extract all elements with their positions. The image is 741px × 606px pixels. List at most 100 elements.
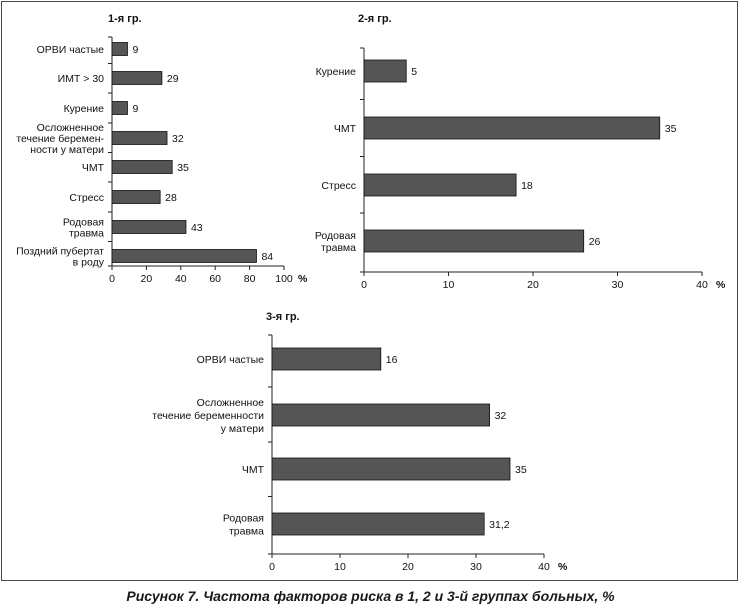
bar [271,512,485,536]
category-label: ОРВИ частые [37,44,105,56]
x-tick-label: 30 [612,279,624,291]
category-label-line: ЧМТ [242,464,265,476]
chart-group-2: 2-я гр. 0 10 20 30 40 % 5 Курение 35 ЧМТ 18 Стресс 26… [315,13,726,291]
category-label-line: ЧМТ [82,162,105,174]
bar [271,403,491,427]
category-label-line: течение беременности [152,410,264,422]
category-label: Стресс [321,180,356,192]
data-label: 26 [589,236,601,248]
category-label: ИМТ > 30 [58,73,105,85]
data-label: 9 [132,103,138,115]
category-label-line: ЧМТ [334,123,357,135]
x-tick-label: 10 [334,561,346,573]
category-label-line: Курение [64,103,105,115]
data-label: 32 [495,410,507,422]
category-label-line: травма [229,526,264,538]
data-label: 35 [515,464,527,476]
data-label: 43 [191,222,203,234]
category-label: Курение [64,103,105,115]
data-label: 32 [172,133,184,145]
x-tick-label: 20 [527,279,539,291]
data-label: 16 [386,354,398,366]
data-label: 28 [165,192,177,204]
category-label: Родовая травма [223,513,264,538]
category-label-line: ОРВИ частые [197,354,265,366]
category-label: ЧМТ [82,162,105,174]
x-tick-label: 40 [175,273,187,285]
data-label: 35 [665,123,677,135]
category-label-line: Стресс [69,192,104,204]
category-label-line: травма [321,242,356,254]
x-tick-label: 40 [696,279,708,291]
category-label-line: Родовая [63,217,104,229]
bar [111,249,257,263]
x-tick-label: 60 [209,273,221,285]
x-tick-label: 10 [443,279,455,291]
category-label-line: в роду [73,257,105,269]
data-label: 9 [132,44,138,56]
category-label: Осложненное течение беременности у матери [152,397,264,435]
bar [271,457,511,481]
bar [363,59,407,83]
category-label-line: Осложненное [197,397,264,409]
chart-group-3: 3-я гр. 0 10 20 30 40 % 16 ОРВИ частые 32 Осложнен… [152,311,568,573]
category-label: Родовая травма [315,230,356,254]
x-tick-label: 40 [538,561,550,573]
figure-frame: 1-я гр. 0 20 40 60 80 100% 9 ОРВИ частые 29 ИМТ > … [1,1,738,581]
bar [111,160,173,174]
category-label: Стресс [69,192,104,204]
data-label: 5 [411,66,417,78]
chart-group-1: 1-я гр. 0 20 40 60 80 100 % 9 ОРВИ частые 29 ИМТ > … [16,13,308,285]
bar [111,71,163,85]
x-tick-label: 30 [470,561,482,573]
data-label: 29 [167,73,179,85]
category-label: ЧМТ [242,464,265,476]
category-label-line: течение беремен- [16,133,104,145]
category-label-line: травма [69,228,104,240]
bar [111,190,161,204]
chart-title: 1-я гр. [108,13,142,25]
x-tick-label: 80 [244,273,256,285]
category-label-line: ИМТ > 30 [58,73,105,85]
bar [111,220,187,234]
category-label-line: Поздний пубертат [16,246,104,258]
category-label-line: Родовая [315,230,356,242]
data-label: 35 [177,162,189,174]
category-label: ОРВИ частые [197,354,265,366]
category-label: Поздний пубертат в роду [16,246,105,269]
bar [363,173,517,197]
category-label-line: Родовая [223,513,264,525]
x-axis-unit: % [298,273,308,285]
category-label: ЧМТ [334,123,357,135]
x-tick-label: 0 [361,279,367,291]
bar [111,42,128,56]
category-label-line: у матери [221,423,264,435]
x-axis-unit: % [558,561,568,573]
bar [111,101,128,115]
figure-caption: Рисунок 7. Частота факторов риска в 1, 2… [126,588,615,604]
x-tick-label: 20 [141,273,153,285]
category-label-line: Курение [316,66,357,78]
chart-title: 3-я гр. [266,311,300,323]
bar [271,347,382,371]
x-tick-label: 20 [402,561,414,573]
chart-title: 2-я гр. [358,13,392,25]
category-label-line: Стресс [321,180,356,192]
bar [363,116,661,140]
x-tick-label: 0 [109,273,115,285]
category-label: Родовая травма [63,217,104,240]
bar [363,229,585,253]
x-axis-unit: % [716,279,726,291]
category-label-line: Осложненное [37,122,104,134]
data-label: 31,2 [489,519,510,531]
x-tick-label: 0 [269,561,275,573]
category-label-line: ОРВИ частые [37,44,105,56]
category-label: Осложненное течение беремен-ности у матер… [16,122,104,156]
x-tick-label: 100 [275,273,293,285]
data-label: 84 [261,251,273,263]
bar [111,131,168,145]
data-label: 18 [521,180,533,192]
category-label: Курение [316,66,357,78]
category-label-line: ности у матери [30,144,104,156]
